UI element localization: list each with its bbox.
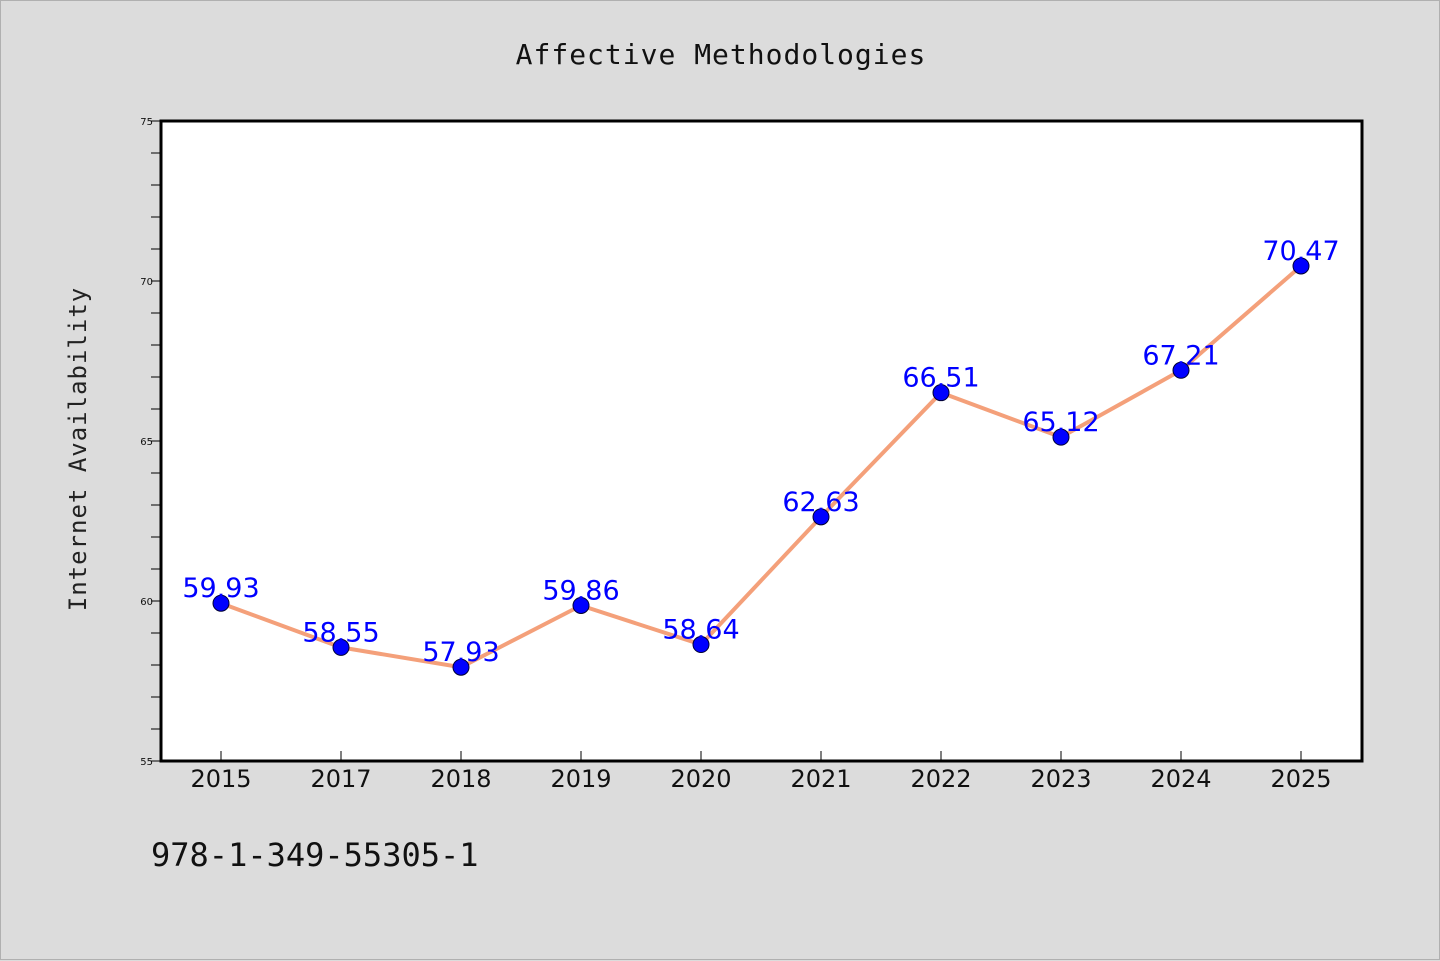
data-point: [692, 636, 710, 654]
x-tick-label: 2015: [190, 765, 251, 793]
data-point: [1052, 428, 1070, 446]
y-axis-label: Internet Availability: [64, 287, 92, 611]
data-label: 67.21: [1142, 340, 1219, 371]
x-tick-label: 2021: [790, 765, 851, 793]
x-tick-label: 2020: [670, 765, 731, 793]
data-label: 62.63: [782, 487, 859, 518]
data-point: [452, 658, 470, 676]
plot-frame: [159, 119, 1364, 763]
x-tick-label: 2023: [1030, 765, 1091, 793]
data-label: 59.86: [542, 575, 619, 606]
data-labels: 59.93 58.55 57.93 59.86 58.64 62.63 66.51 65.12…: [182, 236, 1339, 668]
y-tick-label: 75: [140, 117, 153, 128]
x-axis-ticks: 2015 2017 2018 2019 2020 2021 2022 2023 2024 2025: [190, 751, 1332, 793]
x-tick-label: 2025: [1270, 765, 1331, 793]
y-tick-label: 65: [140, 437, 153, 448]
plot-area: [161, 121, 1362, 761]
data-label: 65.12: [1022, 407, 1099, 438]
data-point: [572, 596, 590, 614]
x-tick-label: 2022: [910, 765, 971, 793]
chart-title: Affective Methodologies: [516, 38, 927, 71]
x-tick-label: 2019: [550, 765, 611, 793]
x-tick-label: 2017: [310, 765, 371, 793]
data-point: [1292, 257, 1310, 275]
x-tick-label: 2024: [1150, 765, 1211, 793]
y-tick-label: 55: [140, 757, 153, 768]
x-tick-label: 2018: [430, 765, 491, 793]
data-markers: [212, 257, 1310, 676]
data-label: 57.93: [422, 637, 499, 668]
data-label: 59.93: [182, 573, 259, 604]
series-line: [219, 263, 1303, 670]
data-label: 70.47: [1262, 236, 1339, 267]
data-point: [332, 638, 350, 656]
data-point: [1172, 361, 1190, 379]
y-axis-ticks: 55 60 65 70 75: [140, 117, 161, 768]
data-label: 66.51: [902, 363, 979, 394]
data-label: 58.64: [662, 615, 739, 646]
isbn-footnote: 978-1-349-55305-1: [151, 836, 479, 874]
data-label: 58.55: [302, 617, 379, 648]
data-point: [932, 384, 950, 402]
y-tick-label: 60: [140, 597, 153, 608]
data-point: [212, 594, 230, 612]
y-tick-label: 70: [140, 277, 153, 288]
data-point: [812, 508, 830, 526]
